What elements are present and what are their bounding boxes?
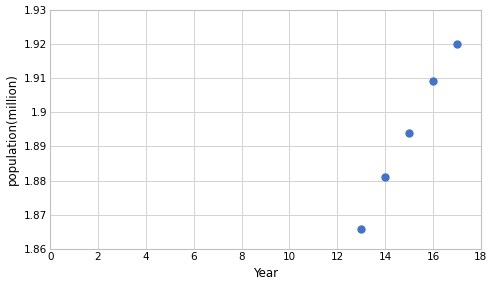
X-axis label: Year: Year [253, 267, 278, 281]
Point [453, 41, 461, 46]
Point [357, 226, 365, 231]
Y-axis label: population(million): population(million) [5, 74, 19, 185]
Point [381, 175, 389, 180]
Point [429, 79, 437, 84]
Point [405, 130, 413, 135]
